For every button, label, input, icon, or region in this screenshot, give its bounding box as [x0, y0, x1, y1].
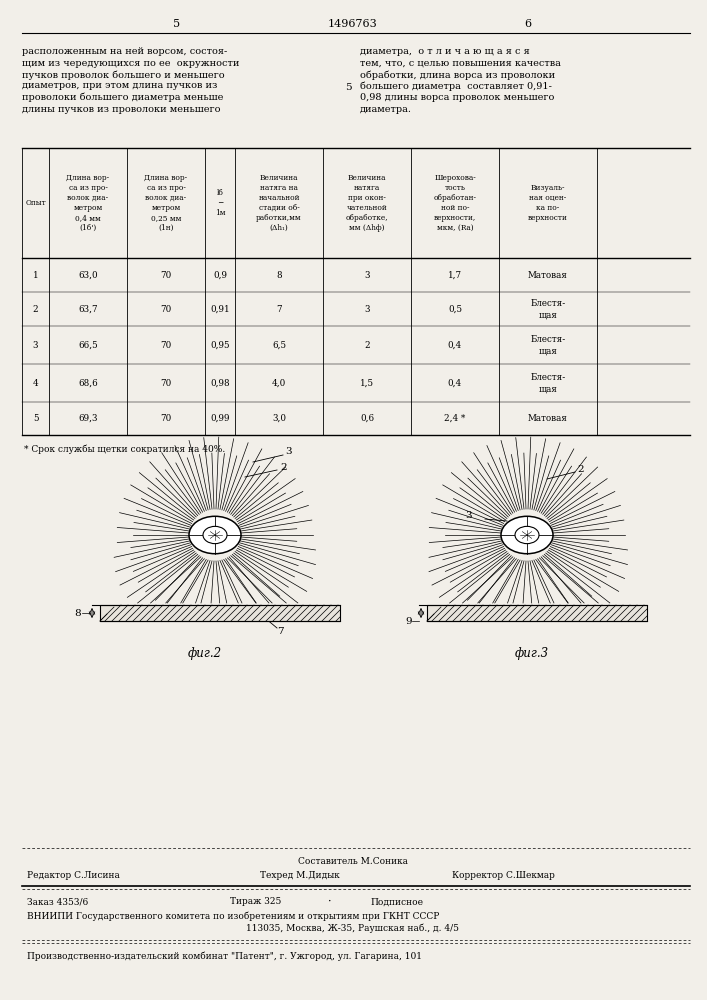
Text: 6,5: 6,5 [272, 340, 286, 350]
Text: 70: 70 [160, 270, 172, 279]
Text: 70: 70 [160, 378, 172, 387]
Text: Заказ 4353/6: Заказ 4353/6 [27, 898, 88, 906]
Text: 3: 3 [364, 270, 370, 279]
Text: 6: 6 [525, 19, 532, 29]
Text: Величина
натяга
при окон-
чательной
обработке,
мм (Δhф): Величина натяга при окон- чательной обра… [346, 174, 388, 232]
Text: 0,99: 0,99 [210, 414, 230, 423]
Text: 70: 70 [160, 304, 172, 314]
Text: 4,0: 4,0 [272, 378, 286, 387]
Text: 3: 3 [364, 304, 370, 314]
Text: 4: 4 [33, 378, 38, 387]
Ellipse shape [515, 526, 539, 544]
Text: 70: 70 [160, 340, 172, 350]
Text: Опыт: Опыт [25, 199, 46, 207]
Ellipse shape [203, 526, 227, 544]
Text: Величина
натяга на
начальной
стадии об-
работки,мм
(Δh₁): Величина натяга на начальной стадии об- … [256, 174, 302, 232]
Text: 1,5: 1,5 [360, 378, 374, 387]
Text: 3: 3 [465, 512, 472, 520]
Text: 0,98: 0,98 [210, 378, 230, 387]
Text: Производственно-издательский комбинат "Патент", г. Ужгород, ул. Гагарина, 101: Производственно-издательский комбинат "П… [27, 951, 422, 961]
Text: обработки, длина ворса из проволоки: обработки, длина ворса из проволоки [360, 70, 555, 80]
Text: 3,0: 3,0 [272, 414, 286, 423]
Text: Матовая: Матовая [528, 414, 568, 423]
Bar [100, 605, 340, 621]
Text: * Срок службы щетки сократился на 40%.: * Срок службы щетки сократился на 40%. [24, 444, 226, 454]
Text: Составитель М.Соника: Составитель М.Соника [298, 856, 408, 865]
Text: диаметра.: диаметра. [360, 104, 412, 113]
Text: 0,91: 0,91 [210, 304, 230, 314]
Text: ·: · [328, 897, 332, 907]
Text: 5: 5 [33, 414, 38, 423]
Bar [427, 605, 647, 621]
Text: 8: 8 [75, 608, 81, 617]
Text: Длина вор-
са из про-
волок диа-
метром
0,4 мм
(1б'): Длина вор- са из про- волок диа- метром … [66, 174, 110, 232]
Text: фиг.2: фиг.2 [188, 647, 222, 660]
Text: 0,4: 0,4 [448, 340, 462, 350]
Text: 5: 5 [345, 83, 351, 92]
Text: Корректор С.Шекмар: Корректор С.Шекмар [452, 870, 555, 880]
Text: 2: 2 [33, 304, 38, 314]
Text: 68,6: 68,6 [78, 378, 98, 387]
Text: 0,5: 0,5 [448, 304, 462, 314]
Text: Подписное: Подписное [370, 898, 423, 906]
Text: Визуаль-
ная оцен-
ка по-
верхности: Визуаль- ная оцен- ка по- верхности [528, 184, 568, 222]
Text: 7: 7 [276, 626, 284, 636]
Text: расположенным на ней ворсом, состоя-: расположенным на ней ворсом, состоя- [22, 47, 227, 56]
Text: 69,3: 69,3 [78, 414, 98, 423]
Text: пучков проволок большего и меньшего: пучков проволок большего и меньшего [22, 70, 225, 80]
Text: диаметра,  о т л и ч а ю щ а я с я: диаметра, о т л и ч а ю щ а я с я [360, 47, 530, 56]
Text: Блестя-
щая: Блестя- щая [530, 299, 566, 319]
Text: Длина вор-
са из про-
волок диа-
метром
0,25 мм
(1н): Длина вор- са из про- волок диа- метром … [144, 174, 187, 232]
Text: ВНИИПИ Государственного комитета по изобретениям и открытиям при ГКНТ СССР: ВНИИПИ Государственного комитета по изоб… [27, 911, 439, 921]
Text: Редактор С.Лисина: Редактор С.Лисина [27, 870, 120, 880]
Text: тем, что, с целью повышения качества: тем, что, с целью повышения качества [360, 58, 561, 68]
Text: 8: 8 [276, 270, 282, 279]
Text: диаметров, при этом длина пучков из: диаметров, при этом длина пучков из [22, 82, 217, 91]
Text: Шерохова-
тость
обработан-
ной по-
верхности,
мкм, (Rа): Шерохова- тость обработан- ной по- верхн… [433, 174, 477, 232]
Text: 3: 3 [33, 340, 38, 350]
Text: проволоки большего диаметра меньше: проволоки большего диаметра меньше [22, 93, 223, 103]
Text: Блестя-
щая: Блестя- щая [530, 335, 566, 355]
Text: Блестя-
щая: Блестя- щая [530, 373, 566, 393]
Ellipse shape [189, 516, 241, 554]
Text: Матовая: Матовая [528, 270, 568, 279]
Text: 2: 2 [364, 340, 370, 350]
Text: 3: 3 [285, 448, 291, 456]
Text: 2: 2 [280, 462, 286, 472]
Text: 1,7: 1,7 [448, 270, 462, 279]
Text: Техред М.Дидык: Техред М.Дидык [260, 870, 340, 880]
Text: 1496763: 1496763 [328, 19, 378, 29]
Text: 63,7: 63,7 [78, 304, 98, 314]
Text: 0,98 длины ворса проволок меньшего: 0,98 длины ворса проволок меньшего [360, 93, 554, 102]
Text: 7: 7 [276, 304, 282, 314]
Text: 0,6: 0,6 [360, 414, 374, 423]
Text: 70: 70 [160, 414, 172, 423]
Text: 0,9: 0,9 [213, 270, 227, 279]
Text: 0,95: 0,95 [210, 340, 230, 350]
Text: 1: 1 [33, 270, 38, 279]
Text: 5: 5 [173, 19, 180, 29]
Text: 113035, Москва, Ж-35, Раушская наб., д. 4/5: 113035, Москва, Ж-35, Раушская наб., д. … [247, 923, 460, 933]
Text: 2,4 *: 2,4 * [445, 414, 466, 423]
Text: 0,4: 0,4 [448, 378, 462, 387]
Text: 9: 9 [406, 616, 412, 626]
Text: Тираж 325: Тираж 325 [230, 898, 281, 906]
Text: 2: 2 [577, 464, 583, 474]
Text: щим из чередующихся по ее  окружности: щим из чередующихся по ее окружности [22, 58, 240, 68]
Ellipse shape [501, 516, 553, 554]
Text: большего диаметра  составляет 0,91-: большего диаметра составляет 0,91- [360, 82, 552, 91]
Text: lб
─
1м: lб ─ 1м [215, 189, 226, 217]
Text: 66,5: 66,5 [78, 340, 98, 350]
Text: длины пучков из проволоки меньшего: длины пучков из проволоки меньшего [22, 104, 221, 113]
Text: фиг.3: фиг.3 [515, 647, 549, 660]
Text: 63,0: 63,0 [78, 270, 98, 279]
